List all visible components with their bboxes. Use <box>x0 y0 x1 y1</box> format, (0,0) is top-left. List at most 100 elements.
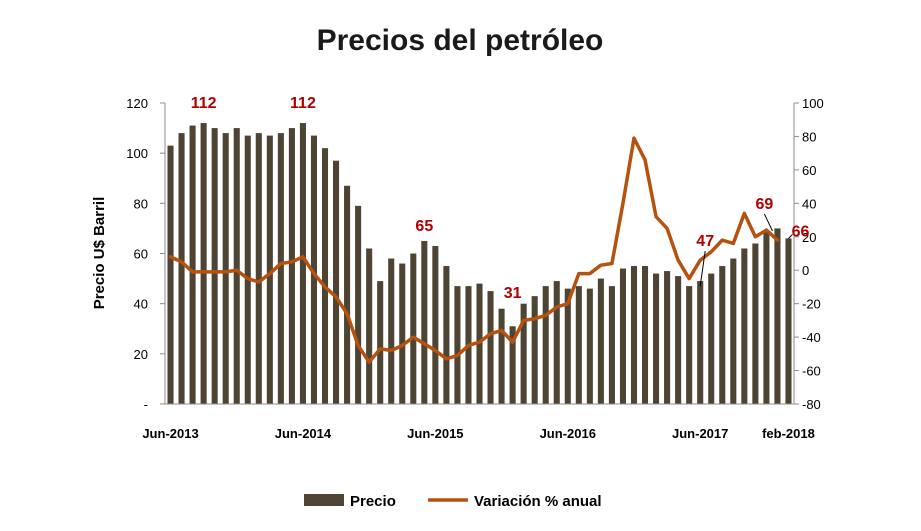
price-bar <box>697 281 704 404</box>
x-tick-label: Jun-2014 <box>275 426 332 441</box>
price-bar <box>178 133 185 404</box>
right-tick-label: -60 <box>802 364 821 379</box>
annotation-leader <box>788 234 793 239</box>
data-annotation: 31 <box>504 285 522 302</box>
right-tick-label: 40 <box>802 196 816 211</box>
annotation-leader <box>763 213 773 232</box>
price-bar <box>377 281 384 404</box>
price-bar <box>321 148 329 404</box>
right-tick-label: 20 <box>802 230 816 245</box>
chart-title: Precios del petróleo <box>317 24 604 57</box>
left-tick-label: 120 <box>126 96 148 111</box>
legend-swatch-precio <box>304 494 344 506</box>
price-bar <box>741 248 748 404</box>
price-bar <box>730 258 737 404</box>
legend-label-variacion: Variación % anual <box>474 493 602 510</box>
price-bar <box>664 271 671 404</box>
price-bar <box>266 135 273 404</box>
price-bar <box>167 145 174 404</box>
price-bar <box>189 125 196 404</box>
price-bar <box>299 123 306 405</box>
price-bar <box>498 308 505 404</box>
price-bar <box>233 128 240 405</box>
x-tick-label: Jun-2013 <box>142 426 198 441</box>
price-bar <box>443 266 450 404</box>
price-bar <box>211 128 218 405</box>
price-bar <box>344 185 351 404</box>
price-bar <box>564 288 571 404</box>
left-tick-label: 80 <box>134 196 148 211</box>
legend-label-precio: Precio <box>350 493 396 510</box>
price-bar <box>586 288 593 404</box>
variation-line-layer <box>168 136 780 364</box>
left-tick-label: 100 <box>126 146 148 161</box>
price-bar <box>675 276 682 404</box>
legend: Precio Variación % anual <box>304 493 602 510</box>
data-annotation: 112 <box>191 95 217 112</box>
price-bar <box>244 135 251 404</box>
price-bar <box>641 266 649 404</box>
right-tick-label: 100 <box>802 96 824 111</box>
left-tick-label: 40 <box>134 297 148 312</box>
right-tick-label: 60 <box>802 163 816 178</box>
variation-line <box>168 136 780 364</box>
y-axis-label: Precio U$ Barril <box>91 197 108 310</box>
right-tick-label: -80 <box>802 397 821 412</box>
price-bar <box>388 258 395 404</box>
price-bar <box>366 248 373 404</box>
annotation-leader <box>699 251 706 287</box>
annotations: 112 112 65 31 47 69 66 <box>191 95 810 302</box>
price-bar <box>399 263 406 404</box>
price-bar <box>553 281 560 404</box>
price-bar <box>277 133 284 404</box>
price-bars <box>167 123 792 405</box>
price-bar <box>509 326 516 404</box>
price-bar <box>355 205 362 404</box>
left-tick-label: 60 <box>134 247 148 262</box>
x-tick-label: feb-2018 <box>762 426 815 441</box>
price-bar <box>752 243 759 404</box>
left-tick-label: 20 <box>134 347 148 362</box>
price-bar <box>785 238 792 404</box>
left-tick-label: - <box>144 397 148 412</box>
x-tick-label: Jun-2016 <box>540 426 596 441</box>
price-bar <box>200 123 207 405</box>
data-annotation: 112 <box>290 95 316 112</box>
right-tick-label: 80 <box>802 129 816 144</box>
price-bar <box>763 230 770 404</box>
price-bar <box>542 286 549 404</box>
price-bar <box>630 266 638 404</box>
data-annotation: 65 <box>415 218 433 235</box>
price-bar <box>333 160 340 404</box>
price-bar <box>708 273 715 404</box>
price-bar <box>432 245 439 404</box>
x-tick-label: Jun-2017 <box>672 426 728 441</box>
price-bar <box>531 296 538 404</box>
price-bar <box>597 278 604 404</box>
price-bar <box>487 291 494 404</box>
right-tick-label: -20 <box>802 297 821 312</box>
price-bar <box>653 273 660 404</box>
price-bar <box>686 286 693 404</box>
price-bar <box>421 240 428 404</box>
price-bar <box>288 128 295 405</box>
x-tick-label: Jun-2015 <box>407 426 463 441</box>
price-bar <box>310 135 318 404</box>
price-bar <box>222 133 229 404</box>
price-bar <box>608 286 615 404</box>
price-bar <box>255 133 262 404</box>
price-bar <box>454 286 461 404</box>
data-annotation: 47 <box>696 233 714 250</box>
price-bar <box>575 286 582 404</box>
price-bar <box>410 253 417 404</box>
axes: -20406080100120-80-60-40-20020406080100J… <box>126 96 823 441</box>
data-annotation: 66 <box>792 223 810 240</box>
data-annotation: 69 <box>756 196 774 213</box>
price-bar <box>719 266 726 404</box>
price-bar <box>619 268 626 404</box>
price-bar <box>774 228 781 404</box>
right-tick-label: -40 <box>802 330 821 345</box>
price-bar <box>520 303 527 404</box>
right-tick-label: 0 <box>802 263 809 278</box>
